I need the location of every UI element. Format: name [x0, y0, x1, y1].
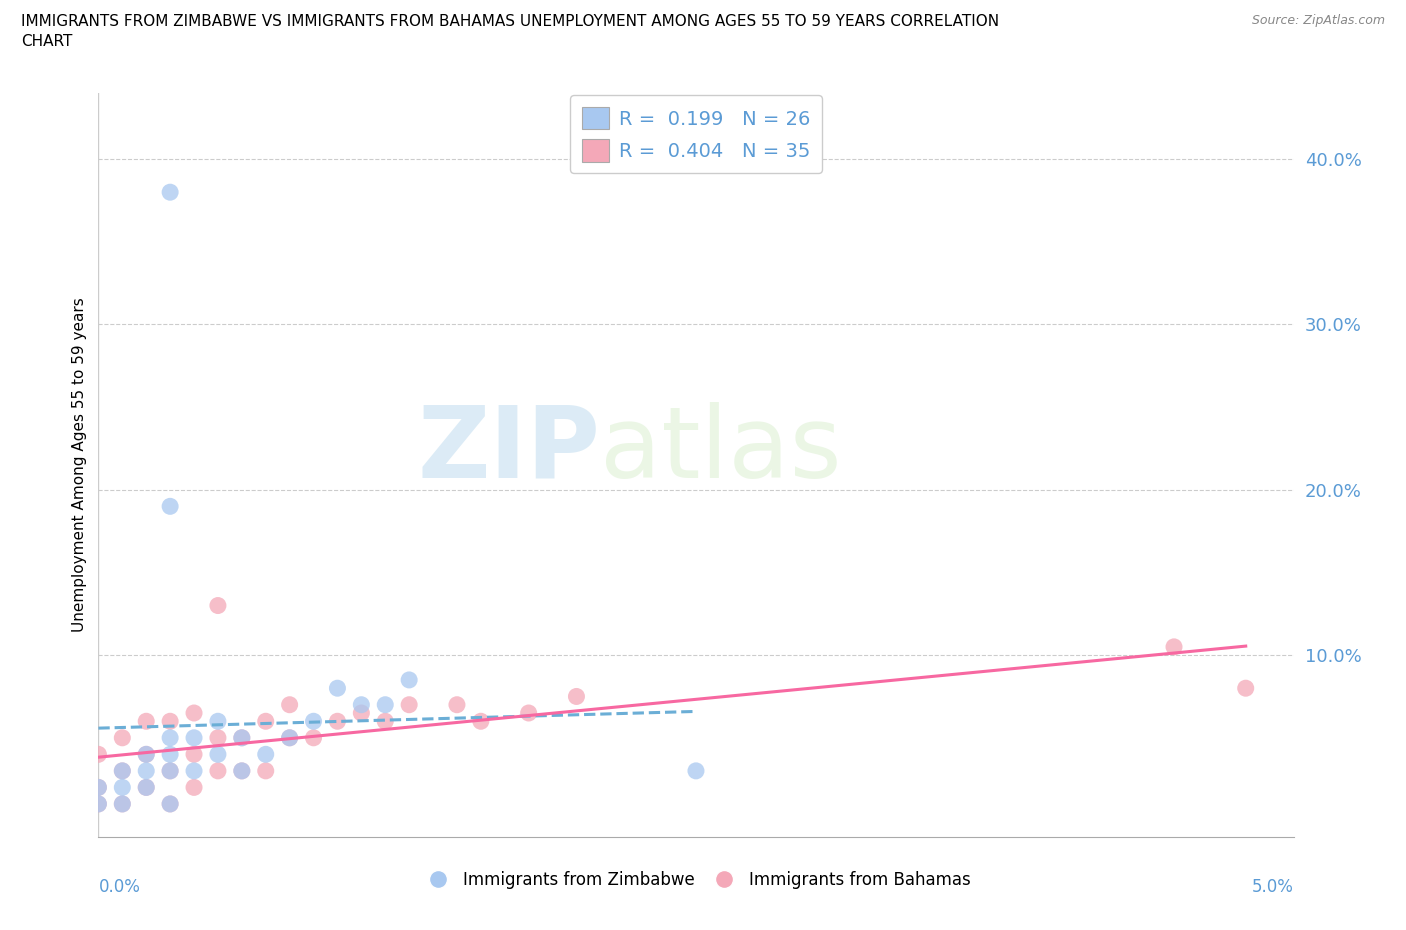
Point — [159, 730, 181, 745]
Text: Source: ZipAtlas.com: Source: ZipAtlas.com — [1251, 14, 1385, 27]
Point — [87, 796, 110, 811]
Point — [207, 747, 229, 762]
Point — [1234, 681, 1257, 696]
Point — [470, 714, 492, 729]
Point — [231, 764, 253, 778]
Point — [517, 706, 540, 721]
Point — [254, 714, 277, 729]
Point — [374, 714, 396, 729]
Point — [111, 796, 134, 811]
Point — [350, 698, 373, 712]
Text: ZIP: ZIP — [418, 402, 600, 498]
Point — [183, 706, 205, 721]
Point — [135, 747, 157, 762]
Point — [87, 747, 110, 762]
Text: 0.0%: 0.0% — [98, 878, 141, 896]
Point — [159, 747, 181, 762]
Point — [231, 730, 253, 745]
Point — [326, 714, 349, 729]
Point — [159, 185, 181, 200]
Point — [278, 730, 301, 745]
Point — [207, 730, 229, 745]
Point — [207, 598, 229, 613]
Point — [326, 681, 349, 696]
Point — [254, 747, 277, 762]
Point — [183, 780, 205, 795]
Point — [302, 730, 325, 745]
Point — [278, 730, 301, 745]
Legend: Immigrants from Zimbabwe, Immigrants from Bahamas: Immigrants from Zimbabwe, Immigrants fro… — [415, 864, 977, 896]
Point — [135, 764, 157, 778]
Point — [135, 780, 157, 795]
Point — [111, 780, 134, 795]
Point — [87, 796, 110, 811]
Point — [111, 796, 134, 811]
Text: atlas: atlas — [600, 402, 842, 498]
Point — [159, 796, 181, 811]
Point — [159, 764, 181, 778]
Point — [111, 764, 134, 778]
Point — [374, 698, 396, 712]
Point — [1163, 640, 1185, 655]
Y-axis label: Unemployment Among Ages 55 to 59 years: Unemployment Among Ages 55 to 59 years — [72, 298, 87, 632]
Point — [183, 730, 205, 745]
Point — [207, 764, 229, 778]
Point — [398, 672, 420, 687]
Point — [135, 747, 157, 762]
Point — [254, 764, 277, 778]
Text: IMMIGRANTS FROM ZIMBABWE VS IMMIGRANTS FROM BAHAMAS UNEMPLOYMENT AMONG AGES 55 T: IMMIGRANTS FROM ZIMBABWE VS IMMIGRANTS F… — [21, 14, 1000, 29]
Point — [135, 714, 157, 729]
Point — [231, 730, 253, 745]
Point — [207, 714, 229, 729]
Point — [685, 764, 707, 778]
Point — [183, 764, 205, 778]
Point — [398, 698, 420, 712]
Point — [350, 706, 373, 721]
Text: 5.0%: 5.0% — [1251, 878, 1294, 896]
Point — [446, 698, 468, 712]
Point — [565, 689, 588, 704]
Text: CHART: CHART — [21, 34, 73, 49]
Point — [159, 764, 181, 778]
Point — [231, 764, 253, 778]
Point — [159, 714, 181, 729]
Point — [111, 764, 134, 778]
Point — [87, 780, 110, 795]
Point — [135, 780, 157, 795]
Point — [183, 747, 205, 762]
Point — [87, 780, 110, 795]
Point — [111, 730, 134, 745]
Point — [278, 698, 301, 712]
Point — [302, 714, 325, 729]
Point — [159, 796, 181, 811]
Point — [159, 498, 181, 513]
